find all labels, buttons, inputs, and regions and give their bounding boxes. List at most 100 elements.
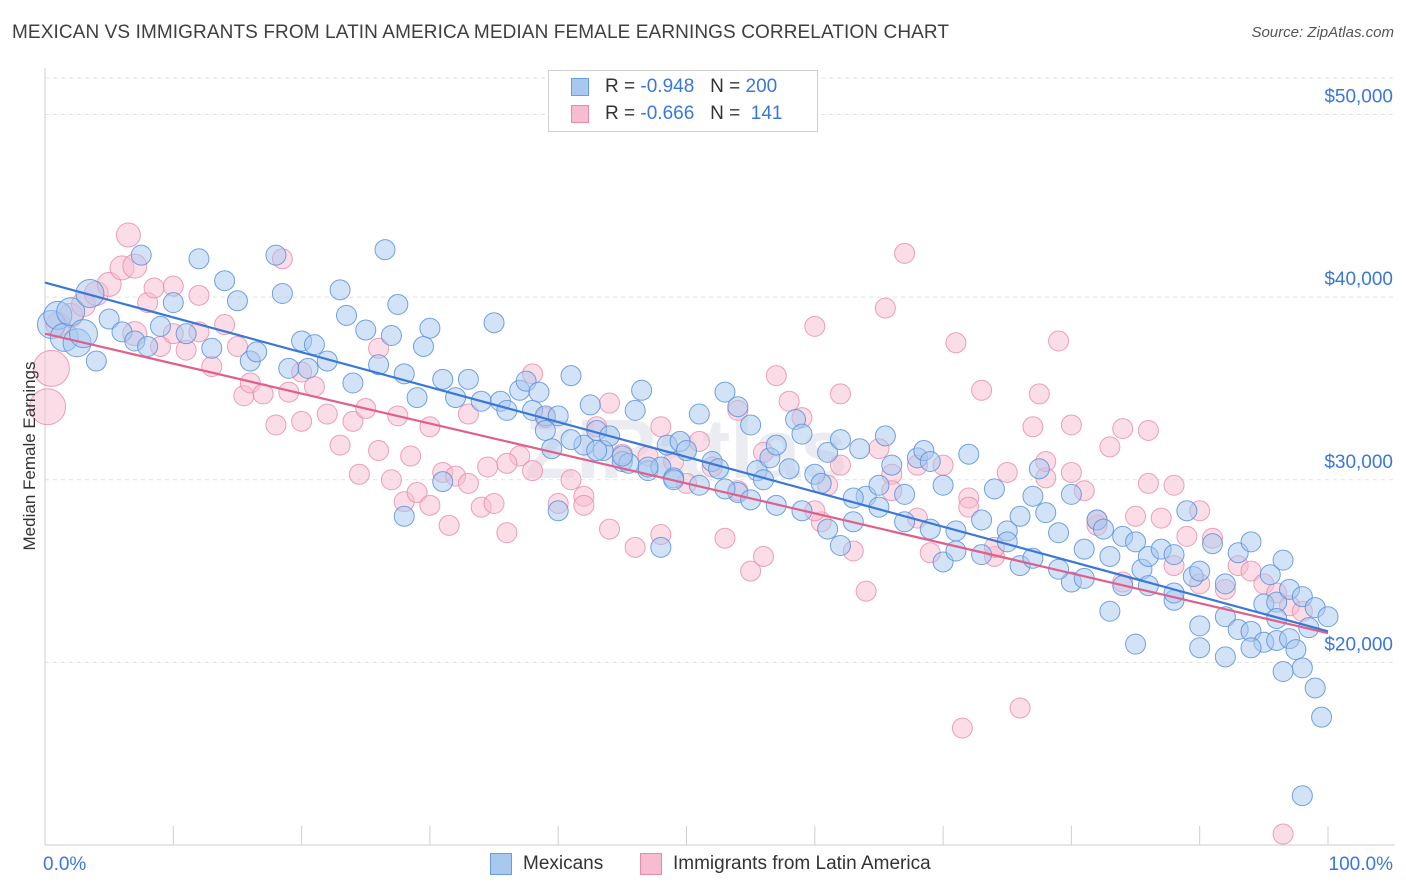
mexicans-point <box>432 368 454 390</box>
immigrants-point <box>291 410 313 432</box>
immigrants-point <box>477 456 499 478</box>
mexicans-point <box>637 456 659 478</box>
mexicans-point <box>1189 560 1211 582</box>
mexicans-point <box>528 381 550 403</box>
immigrants-point <box>765 365 787 387</box>
mexicans-point <box>1259 564 1281 586</box>
immigrants-swatch <box>571 105 589 123</box>
mexicans-point <box>380 324 402 346</box>
immigrants-point <box>329 434 351 456</box>
mexicans-point <box>406 387 428 409</box>
y-axis-label: Median Female Earnings <box>20 362 39 551</box>
immigrants-point <box>778 390 800 412</box>
immigrants-point <box>1099 436 1121 458</box>
source-label: Source: ZipAtlas.com <box>1251 24 1394 41</box>
mexicans-point <box>1125 531 1147 553</box>
immigrants-point <box>996 461 1018 483</box>
immigrants-point <box>599 518 621 540</box>
immigrants-point <box>855 580 877 602</box>
mexicans-point <box>278 357 300 379</box>
immigrants-point <box>599 392 621 414</box>
immigrants-point <box>1060 461 1082 483</box>
mexicans-point <box>1189 615 1211 637</box>
immigrants-point <box>438 514 460 536</box>
mexicans-point <box>393 505 415 527</box>
x-tick-label: 0.0% <box>43 854 86 875</box>
mexicans-point <box>483 312 505 334</box>
correlation-legend: R = -0.948 N = 200 R = -0.666 N = 141 <box>548 70 818 132</box>
immigrants-point <box>740 560 762 582</box>
immigrants-point <box>829 383 851 405</box>
mexicans-point <box>342 372 364 394</box>
mexicans-point <box>336 304 358 326</box>
immigrants-point <box>1137 419 1159 441</box>
mexicans-point <box>688 474 710 496</box>
immigrants-point <box>958 496 980 518</box>
mexicans-point <box>894 483 916 505</box>
immigrants-point <box>380 469 402 491</box>
immigrants-point <box>894 242 916 264</box>
mexicans-point <box>1272 549 1294 571</box>
mexicans-point <box>1099 545 1121 567</box>
immigrants-point <box>348 463 370 485</box>
mexicans-point <box>560 429 582 451</box>
mexicans-point <box>817 441 839 463</box>
x-tick-labels: 0.0% 100.0% <box>43 854 1393 875</box>
mexicans-trend-line <box>44 281 1329 633</box>
mexicans-point <box>412 335 434 357</box>
immigrants-point <box>342 410 364 432</box>
immigrants-point <box>143 277 165 299</box>
r-label: R = <box>605 103 636 124</box>
mexicans-point <box>688 403 710 425</box>
mexicans-point <box>214 270 236 292</box>
immigrants-point <box>1009 697 1031 719</box>
mexicans-point <box>778 458 800 480</box>
mexicans-legend-label: Mexicans <box>523 853 604 874</box>
mexicans-points <box>36 239 1339 807</box>
mexicans-point <box>1285 639 1307 661</box>
immigrants-point <box>945 332 967 354</box>
immigrants-point <box>1022 416 1044 438</box>
mexicans-point <box>829 535 851 557</box>
r-value: -0.666 <box>640 103 695 124</box>
immigrants-point <box>714 527 736 549</box>
mexicans-point <box>874 425 896 447</box>
immigrants-point <box>483 493 505 515</box>
mexicans-point <box>727 396 749 418</box>
mexicans-point <box>547 500 569 522</box>
mexicans-point <box>829 429 851 451</box>
immigrants-point <box>226 335 248 357</box>
mexicans-point <box>149 315 171 337</box>
y-tick-label: $40,000 <box>1324 269 1393 290</box>
mexicans-point <box>1202 533 1224 555</box>
immigrants-point <box>650 416 672 438</box>
mexicans-point <box>650 536 672 558</box>
mexicans-point <box>1214 646 1236 668</box>
immigrants-point <box>115 222 141 248</box>
mexicans-point <box>137 335 159 357</box>
mexicans-point <box>714 381 736 403</box>
mexicans-point <box>714 478 736 500</box>
mexicans-point <box>810 472 832 494</box>
y-tick-label: $20,000 <box>1324 634 1393 655</box>
r-label: R = <box>605 76 636 97</box>
mexicans-point <box>303 334 325 356</box>
y-tick-labels: $20,000 $30,000 $40,000 $50,000 <box>1324 87 1393 656</box>
mexicans-point <box>560 365 582 387</box>
mexicans-point <box>1092 518 1114 540</box>
mexicans-point <box>1073 538 1095 560</box>
immigrants-point <box>368 440 390 462</box>
mexicans-point <box>817 518 839 540</box>
mexicans-point <box>85 350 107 372</box>
immigrants-point <box>522 460 544 482</box>
immigrants-point <box>1028 383 1050 405</box>
immigrants-point <box>406 482 428 504</box>
mexicans-point <box>631 379 653 401</box>
immigrants-point <box>804 315 826 337</box>
mexicans-point <box>1176 500 1198 522</box>
mexicans-point <box>611 445 633 467</box>
immigrants-point <box>951 717 973 739</box>
mexicans-point <box>130 244 152 266</box>
mexicans-point <box>1214 573 1236 595</box>
mexicans-point <box>708 458 730 480</box>
